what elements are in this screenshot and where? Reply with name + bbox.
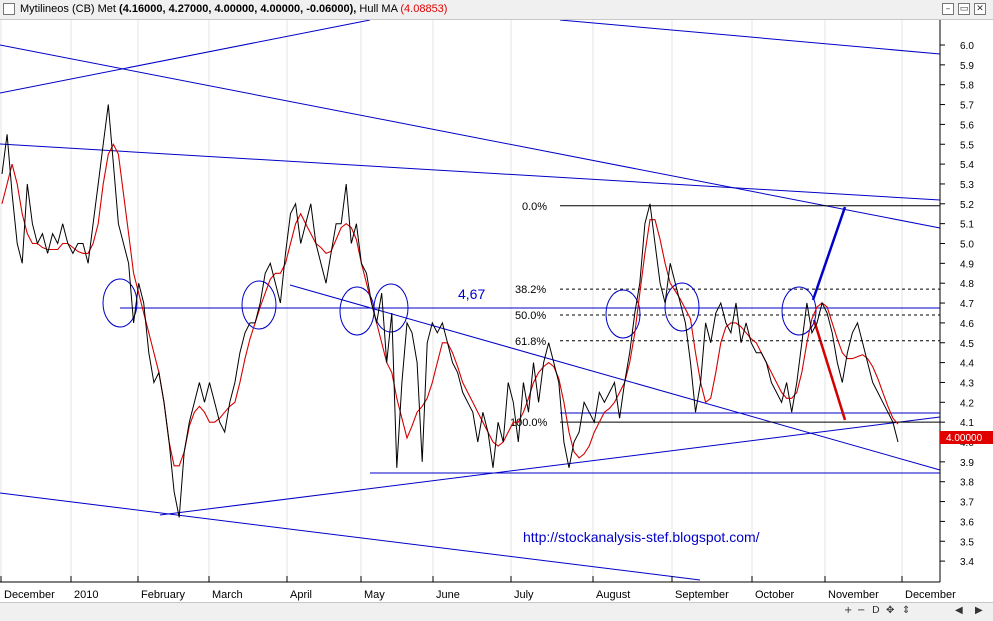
y-tick-label: 3.6 bbox=[960, 517, 974, 528]
y-tick-label: 5.5 bbox=[960, 140, 974, 151]
x-tick-label: July bbox=[514, 589, 534, 601]
y-tick-label: 4.3 bbox=[960, 378, 974, 389]
trendline bbox=[0, 143, 941, 201]
hull-ma-line bbox=[1, 143, 899, 467]
y-tick-label: 4.9 bbox=[960, 259, 974, 270]
y-tick-label: 3.7 bbox=[960, 498, 974, 509]
close-button[interactable]: ✕ bbox=[974, 3, 986, 15]
y-tick-label: 4.7 bbox=[960, 299, 974, 310]
marker-circles bbox=[102, 278, 817, 339]
collapse-checkbox[interactable] bbox=[3, 3, 15, 15]
y-tick-label: 5.3 bbox=[960, 180, 974, 191]
trendlines bbox=[0, 20, 941, 581]
indicator-value: (4.08853) bbox=[400, 3, 448, 15]
minimize-button[interactable]: – bbox=[942, 3, 954, 15]
fib-level-label: 50.0% bbox=[515, 310, 546, 322]
y-tick-label: 5.4 bbox=[960, 160, 974, 171]
x-axis: December 2010 February March April May June Jul… bbox=[0, 576, 956, 601]
x-tick-label: December bbox=[4, 589, 55, 601]
y-tick-label: 3.9 bbox=[960, 458, 974, 469]
last-price-tag bbox=[940, 431, 993, 444]
trendline bbox=[0, 492, 701, 581]
y-tick-label: 5.9 bbox=[960, 61, 974, 72]
symbol-name: Mytilineos (CB) Met bbox=[20, 3, 116, 15]
scroll-left-button[interactable]: ◀ bbox=[955, 605, 963, 616]
grid bbox=[0, 20, 903, 582]
y-tick-label: 5.2 bbox=[960, 200, 974, 211]
y-tick-label: 4.5 bbox=[960, 339, 974, 350]
bottom-toolbar: + − D ✥ ⇕ ◀ ▶ bbox=[0, 602, 993, 621]
y-tick-label: 3.5 bbox=[960, 537, 974, 548]
y-tick-label: 4.6 bbox=[960, 319, 974, 330]
ohlc-values: (4.16000, 4.27000, 4.00000, 4.00000, -0.… bbox=[119, 3, 357, 15]
reset-zoom-button[interactable]: D bbox=[872, 605, 880, 616]
marker-circle bbox=[241, 280, 277, 330]
x-tick-label: March bbox=[212, 589, 243, 601]
price-line bbox=[1, 104, 899, 518]
indicator-name: Hull MA bbox=[359, 3, 398, 15]
x-tick-label: November bbox=[828, 589, 879, 601]
x-tick-label: December bbox=[905, 589, 956, 601]
y-tick-label: 5.6 bbox=[960, 120, 974, 131]
move-vertical-icon[interactable]: ⇕ bbox=[902, 605, 911, 616]
y-tick-label: 4.4 bbox=[960, 359, 974, 370]
marker-circle bbox=[781, 286, 817, 336]
scroll-right-button[interactable]: ▶ bbox=[975, 605, 983, 616]
y-tick-label: 3.4 bbox=[960, 557, 974, 568]
x-tick-label: June bbox=[436, 589, 460, 601]
x-tick-label: September bbox=[675, 589, 729, 601]
trendline bbox=[559, 20, 941, 55]
y-tick-label: 5.1 bbox=[960, 220, 974, 231]
fib-level-label: 61.8% bbox=[515, 336, 546, 348]
zoom-in-button[interactable]: + bbox=[844, 605, 853, 616]
blog-url[interactable]: http://stockanalysis-stef.blogspot.com/ bbox=[523, 529, 760, 545]
chart-header: Mytilineos (CB) Met (4.16000, 4.27000, 4… bbox=[0, 0, 993, 20]
x-tick-label: August bbox=[596, 589, 630, 601]
y-tick-label: 5.8 bbox=[960, 81, 974, 92]
restore-button[interactable]: ▭ bbox=[958, 3, 970, 15]
y-tick-label: 4.2 bbox=[960, 398, 974, 409]
y-tick-label: 5.0 bbox=[960, 240, 974, 251]
x-tick-label: April bbox=[290, 589, 312, 601]
move-icon[interactable]: ✥ bbox=[886, 605, 895, 616]
y-axis: 6.0 5.9 5.8 5.7 5.6 5.5 5.4 5.3 5.2 5.1 5.0 4.9 4.8 4… bbox=[940, 41, 974, 568]
price-chart[interactable]: 0.0%38.2%50.0%61.8%100.0% 6.05.95.85.75.… bbox=[0, 20, 993, 602]
y-tick-label: 5.7 bbox=[960, 101, 974, 112]
trendline bbox=[0, 44, 941, 229]
last-price-label: 4.00000 bbox=[946, 433, 983, 444]
projection-arrow-line bbox=[811, 206, 847, 301]
decline-arrow-line bbox=[812, 319, 847, 421]
level-label: 4,67 bbox=[458, 286, 485, 302]
y-tick-label: 6.0 bbox=[960, 41, 974, 52]
marker-circle bbox=[373, 283, 409, 333]
x-tick-label: May bbox=[364, 589, 385, 601]
x-tick-label: February bbox=[141, 589, 186, 601]
fib-level-label: 38.2% bbox=[515, 284, 546, 296]
trendline bbox=[0, 20, 371, 94]
y-tick-label: 3.8 bbox=[960, 478, 974, 489]
marker-circle bbox=[605, 289, 641, 339]
zoom-out-button[interactable]: − bbox=[857, 605, 866, 616]
trendline bbox=[289, 284, 941, 471]
marker-circle bbox=[664, 282, 700, 332]
x-tick-label: 2010 bbox=[74, 589, 98, 601]
chart-title: Mytilineos (CB) Met (4.16000, 4.27000, 4… bbox=[20, 3, 447, 15]
y-tick-label: 4.1 bbox=[960, 418, 974, 429]
y-tick-label: 4.8 bbox=[960, 279, 974, 290]
fib-level-label: 0.0% bbox=[522, 201, 547, 213]
marker-circle bbox=[102, 278, 138, 328]
x-tick-label: October bbox=[755, 589, 794, 601]
trendline bbox=[159, 416, 941, 516]
